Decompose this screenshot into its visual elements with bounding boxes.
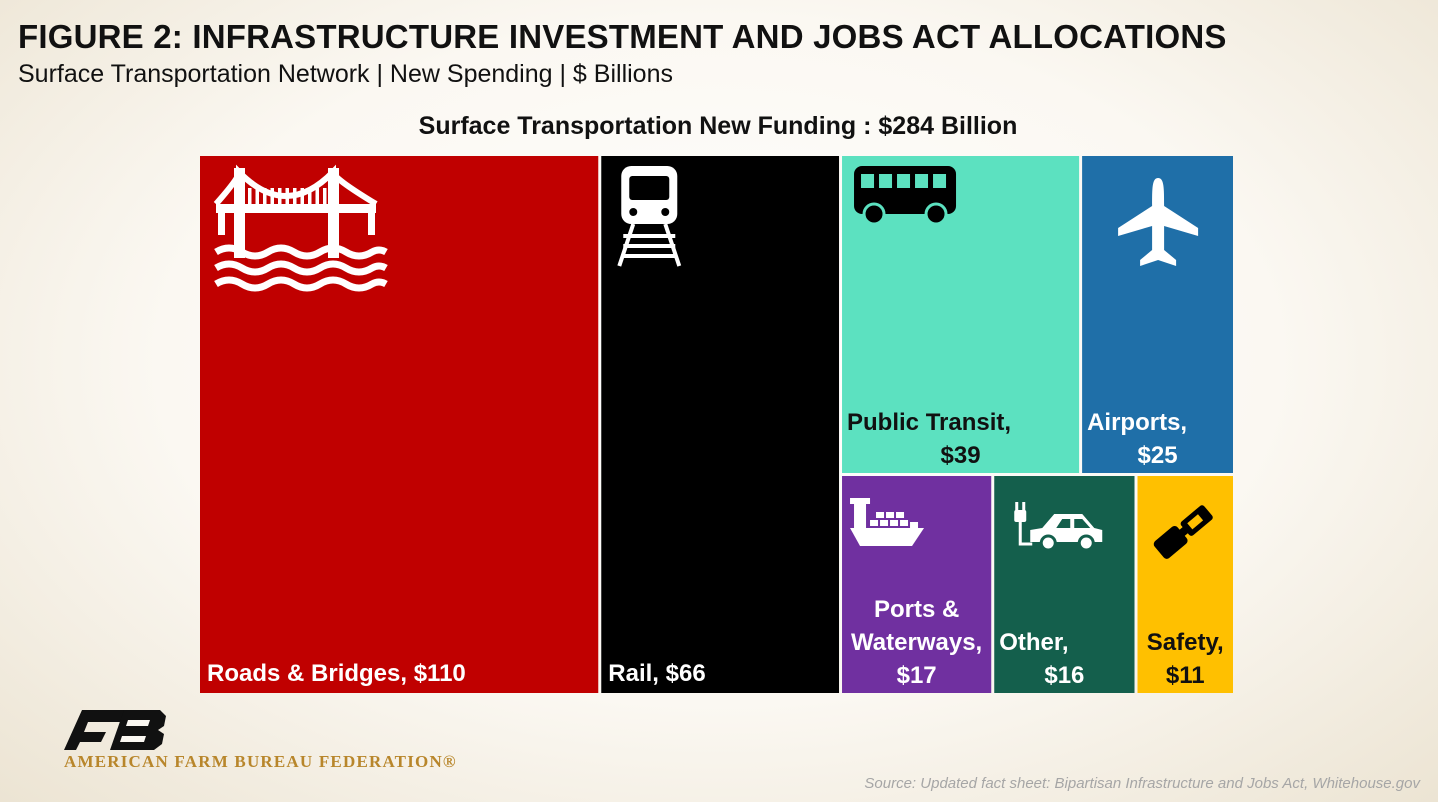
tile-other: Other, $16	[994, 476, 1135, 693]
organization-name: AMERICAN FARM BUREAU FEDERATION®	[64, 752, 457, 771]
ship-icon	[850, 498, 925, 546]
tile-label-airports: Airports,	[1087, 409, 1187, 436]
tile-label-roads-bridges: Roads & Bridges, $110	[207, 660, 466, 687]
tile-safety: Safety, $11	[1137, 476, 1233, 693]
tile-roads-bridges: Roads & Bridges, $110	[200, 156, 599, 693]
tile-label-ports-waterways: $17	[897, 662, 937, 689]
figure-title: FIGURE 2: INFRASTRUCTURE INVESTMENT AND …	[18, 18, 1227, 55]
tile-label-safety: Safety,	[1147, 629, 1224, 656]
tile-label-public-transit: Public Transit,	[847, 409, 1011, 436]
tile-rail: Rail, $66	[601, 156, 840, 693]
tile-label-airports: $25	[1138, 442, 1178, 469]
electric-car-icon	[1014, 502, 1103, 552]
tile-label-ports-waterways: Waterways,	[851, 629, 982, 656]
tile-label-ports-waterways: Ports &	[874, 596, 959, 623]
tile-airports: Airports, $25	[1082, 156, 1233, 473]
bridge-icon	[213, 164, 388, 292]
seatbelt-icon	[1153, 505, 1213, 559]
tile-label-public-transit: $39	[941, 442, 981, 469]
tile-ports-waterways: Ports & Waterways, $17	[842, 476, 992, 693]
train-icon	[617, 166, 682, 267]
airplane-icon	[1118, 178, 1199, 266]
tile-public-transit: Public Transit, $39	[842, 156, 1080, 473]
farm-bureau-logo	[64, 710, 166, 750]
tile-label-other: Other,	[999, 629, 1068, 656]
tile-rect-ports-waterways	[842, 476, 992, 693]
tile-rect-safety	[1137, 476, 1233, 693]
tile-label-rail: Rail, $66	[608, 660, 705, 687]
source-note: Source: Updated fact sheet: Bipartisan I…	[864, 775, 1420, 792]
chart-title: Surface Transportation New Funding : $28…	[418, 112, 1018, 140]
tile-rect-roads-bridges	[200, 156, 599, 693]
tile-label-other: $16	[1044, 662, 1084, 689]
figure-subtitle: Surface Transportation Network | New Spe…	[18, 60, 673, 88]
bus-icon	[854, 166, 957, 226]
tile-label-safety: $11	[1166, 662, 1205, 689]
